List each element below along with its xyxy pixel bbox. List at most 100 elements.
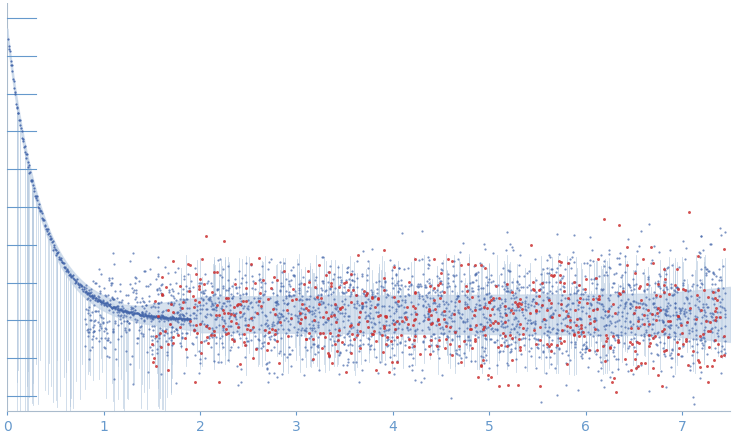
Point xyxy=(661,308,673,315)
Point xyxy=(557,316,569,323)
Point xyxy=(174,307,185,314)
Point xyxy=(519,334,531,341)
Point xyxy=(145,312,157,319)
Point xyxy=(366,246,378,253)
Point xyxy=(520,284,532,291)
Point xyxy=(685,286,696,293)
Point xyxy=(651,291,663,298)
Point xyxy=(270,305,282,312)
Point xyxy=(185,317,196,324)
Point xyxy=(557,282,569,289)
Point xyxy=(569,340,581,347)
Point xyxy=(365,301,377,308)
Point xyxy=(577,342,589,349)
Point xyxy=(301,295,312,302)
Point xyxy=(498,343,510,350)
Point xyxy=(205,311,216,318)
Point xyxy=(73,280,84,287)
Point xyxy=(301,288,313,295)
Point xyxy=(294,308,306,315)
Point xyxy=(98,327,110,334)
Point xyxy=(611,288,622,295)
Point xyxy=(501,229,512,236)
Point xyxy=(434,288,446,295)
Point xyxy=(485,317,496,324)
Point xyxy=(476,343,488,350)
Point xyxy=(303,296,314,303)
Point xyxy=(441,323,452,330)
Point xyxy=(129,296,141,303)
Point xyxy=(307,321,319,328)
Point xyxy=(102,302,114,309)
Point xyxy=(366,293,377,300)
Point xyxy=(320,272,332,279)
Point xyxy=(647,300,658,307)
Point xyxy=(327,276,339,283)
Point xyxy=(446,288,457,295)
Point xyxy=(342,361,353,368)
Point xyxy=(135,315,147,322)
Point xyxy=(324,262,336,269)
Point xyxy=(254,284,266,291)
Point xyxy=(281,318,293,325)
Point xyxy=(403,282,415,289)
Point xyxy=(284,326,295,333)
Point xyxy=(240,297,251,304)
Point xyxy=(620,298,632,305)
Point xyxy=(624,305,636,312)
Point xyxy=(701,303,713,310)
Point xyxy=(679,309,691,316)
Point xyxy=(630,298,642,305)
Point xyxy=(715,370,727,377)
Point xyxy=(342,358,354,365)
Point xyxy=(451,332,463,339)
Point xyxy=(500,312,512,319)
Point xyxy=(353,251,364,258)
Point xyxy=(541,344,553,351)
Point xyxy=(406,272,418,279)
Point xyxy=(272,300,284,307)
Point xyxy=(408,316,419,323)
Point xyxy=(520,303,531,310)
Point xyxy=(56,259,67,266)
Point xyxy=(166,291,177,298)
Point xyxy=(352,292,364,299)
Point xyxy=(92,265,104,272)
Point xyxy=(542,278,554,285)
Point xyxy=(86,295,98,302)
Point xyxy=(254,289,266,296)
Point xyxy=(569,231,581,238)
Point xyxy=(270,298,282,305)
Point xyxy=(81,296,92,303)
Point xyxy=(526,241,537,248)
Point xyxy=(553,326,564,333)
Point xyxy=(388,294,400,301)
Point xyxy=(237,303,249,310)
Point xyxy=(564,357,576,364)
Point xyxy=(512,304,523,311)
Point xyxy=(422,264,434,271)
Point xyxy=(188,303,199,310)
Point xyxy=(327,309,339,316)
Point xyxy=(246,298,257,305)
Point xyxy=(183,305,194,312)
Point xyxy=(48,244,60,251)
Point xyxy=(351,328,363,335)
Point xyxy=(323,353,335,360)
Point xyxy=(160,284,172,291)
Point xyxy=(610,319,622,326)
Point xyxy=(234,360,246,367)
Point xyxy=(432,333,444,340)
Point xyxy=(467,344,479,351)
Point xyxy=(588,305,600,312)
Point xyxy=(201,293,213,300)
Point xyxy=(534,285,545,292)
Point xyxy=(216,304,227,311)
Point xyxy=(178,297,190,304)
Point xyxy=(449,257,460,264)
Point xyxy=(285,311,297,318)
Point xyxy=(413,291,425,298)
Point xyxy=(249,309,261,316)
Point xyxy=(402,325,413,332)
Point xyxy=(252,297,264,304)
